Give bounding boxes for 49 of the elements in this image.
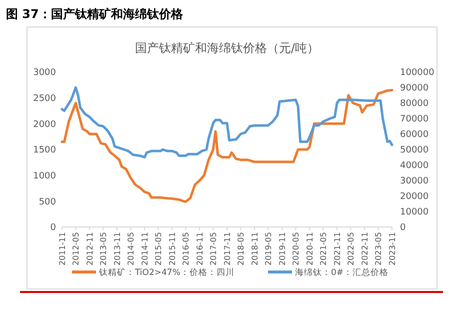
x-tick-label: 2014-11 (140, 232, 150, 266)
legend-label: 钛精矿：TiO2>47%：价格：四川 (98, 266, 234, 278)
line-series (60, 86, 394, 158)
y2-tick-label: 100000 (400, 68, 435, 78)
x-tick-label: 2019-05 (264, 232, 273, 266)
y2-tick-label: 30000 (400, 176, 429, 187)
x-tick-label: 2011-11 (58, 232, 67, 266)
y2-tick-label: 10000 (400, 208, 429, 218)
y2-tick-label: 90000 (400, 84, 429, 94)
x-tick-label: 2018-11 (250, 232, 260, 266)
x-tick-label: 2013-05 (98, 232, 108, 266)
y-tick-label: 1000 (33, 171, 56, 182)
y2-tick-label: 70000 (400, 114, 429, 125)
x-tick-label: 2020-05 (292, 232, 301, 266)
x-tick-label: 2023-05 (374, 232, 383, 266)
x-tick-label: 2017-11 (222, 232, 232, 266)
legend-label: 海绵钛：0#：汇总价格 (295, 266, 389, 278)
x-tick-label: 2013-11 (112, 232, 122, 266)
y2-tick-label: 50000 (400, 146, 429, 156)
line-series (60, 88, 394, 203)
x-tick-label: 2012-05 (72, 232, 81, 266)
x-tick-label: 2016-05 (182, 232, 191, 266)
y2-tick-label: 60000 (400, 130, 429, 140)
y-tick-label: 2500 (33, 94, 56, 104)
y2-tick-label: 20000 (400, 192, 429, 202)
x-tick-label: 2019-11 (278, 232, 287, 266)
y-tick-label: 0 (50, 223, 56, 234)
y-tick-label: 3000 (33, 68, 56, 78)
y-tick-label: 1500 (33, 146, 56, 156)
x-tick-label: 2017-05 (208, 232, 218, 266)
x-tick-label: 2014-05 (126, 232, 136, 266)
y-tick-label: 2000 (33, 120, 56, 130)
x-tick-label: 2020-11 (305, 232, 314, 266)
chart-subtitle: 国产钛精矿和海绵钛价格（元/吨） (134, 41, 320, 55)
x-tick-label: 2016-11 (195, 232, 204, 266)
x-tick-label: 2021-05 (318, 232, 328, 266)
x-tick-label: 2022-11 (360, 232, 370, 266)
chart-title: 图 37：国产钛精矿和海绵钛价格 (6, 7, 184, 21)
y-tick-label: 500 (38, 197, 56, 208)
x-tick-label: 2022-05 (346, 232, 356, 266)
y2-tick-label: 80000 (400, 99, 429, 110)
x-tick-label: 2018-05 (236, 232, 246, 266)
x-tick-label: 2012-11 (85, 232, 94, 266)
x-tick-label: 2021-11 (332, 232, 342, 266)
x-tick-label: 2023-11 (388, 232, 397, 266)
y2-tick-label: 40000 (400, 161, 429, 172)
x-tick-label: 2015-11 (168, 232, 177, 266)
y2-tick-label: 0 (400, 223, 406, 234)
x-tick-label: 2015-05 (154, 232, 163, 266)
